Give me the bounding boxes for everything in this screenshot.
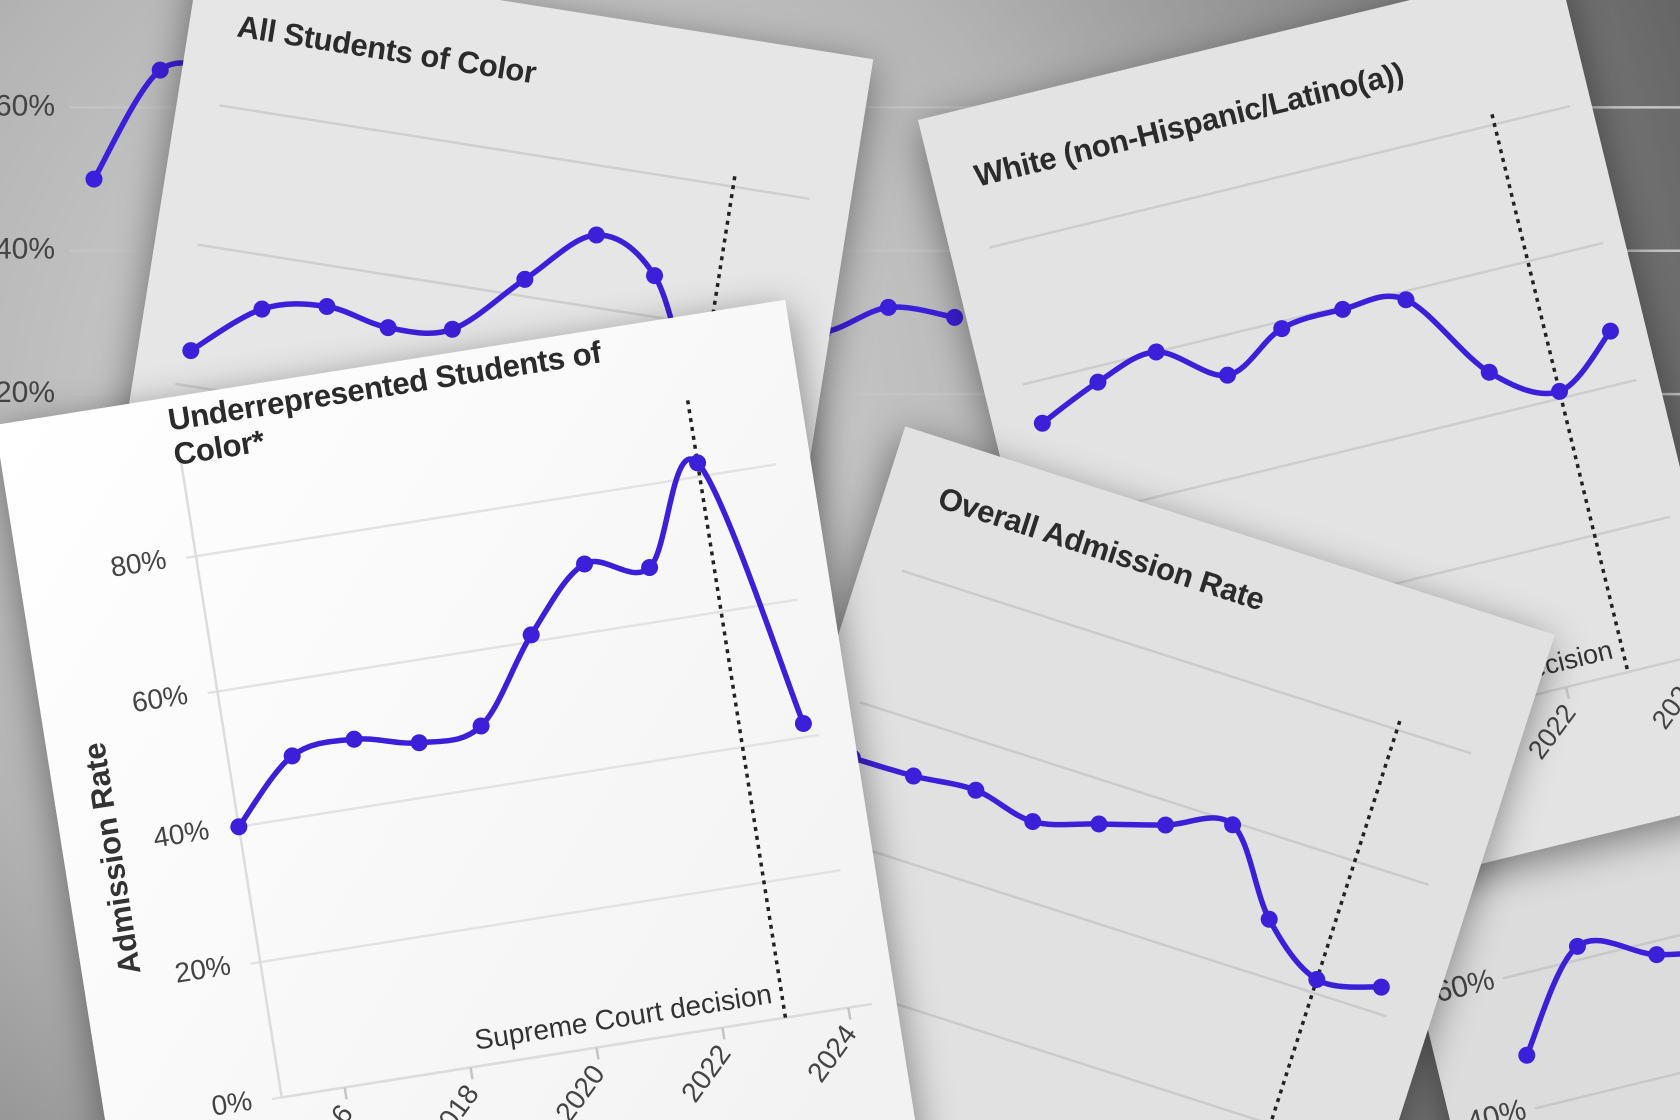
chart-card: 0%20%40%60%80%20162018202020222024Suprem…: [0, 299, 926, 1120]
data-point: [1601, 322, 1619, 340]
x-tick: [721, 1027, 726, 1040]
x-tick: [595, 1047, 600, 1060]
y-tick-label: 40%: [0, 233, 55, 266]
card-content: 40%60%: [1432, 881, 1680, 1120]
y-tick-label: 20%: [0, 376, 55, 409]
data-point: [283, 747, 301, 765]
data-point: [345, 730, 363, 748]
data-point: [879, 298, 897, 316]
data-point: [904, 767, 922, 785]
x-axis: [281, 1002, 873, 1099]
x-tick: [469, 1067, 474, 1080]
data-point: [1224, 816, 1242, 834]
data-point: [1334, 300, 1352, 318]
series-line: [1524, 937, 1680, 1058]
data-point: [1372, 978, 1390, 996]
data-point: [410, 734, 428, 752]
data-point: [516, 270, 534, 288]
data-point: [1218, 366, 1236, 384]
decision-line: [1268, 720, 1402, 1120]
x-tick: [847, 1007, 852, 1020]
x-tick: [343, 1087, 348, 1100]
x-tick: [1564, 686, 1571, 700]
grid-line: [988, 104, 1571, 249]
data-point: [689, 454, 707, 472]
grid-line: [1055, 378, 1637, 523]
data-point: [1397, 291, 1415, 309]
data-point: [646, 267, 664, 285]
grid-line: [859, 701, 1429, 887]
grid-line: [219, 104, 810, 201]
data-point: [318, 298, 336, 316]
data-point: [443, 320, 461, 338]
data-point: [230, 818, 248, 836]
y-tick-label: 60%: [0, 89, 55, 122]
data-point: [1147, 343, 1165, 361]
data-point: [85, 170, 103, 188]
grid-line: [901, 569, 1472, 755]
card: [630, 426, 1555, 1120]
data-point: [1568, 937, 1586, 955]
data-point: [1157, 816, 1175, 834]
data-point: [1033, 414, 1051, 432]
y-axis: [179, 460, 283, 1098]
data-point: [1260, 910, 1278, 928]
data-point: [253, 300, 271, 318]
data-point: [946, 308, 964, 326]
data-point: [1551, 382, 1569, 400]
grid-line: [1502, 881, 1680, 980]
data-point: [1480, 363, 1498, 381]
data-point: [587, 226, 605, 244]
data-point: [151, 61, 169, 79]
data-point: [1518, 1046, 1536, 1064]
data-point: [576, 555, 594, 573]
data-point: [1648, 946, 1666, 964]
series-line: [1039, 293, 1614, 426]
y-tick-label: 0%: [209, 1085, 254, 1120]
chart-card: 40%60%: [1376, 704, 1680, 1120]
grid-line: [1534, 1011, 1680, 1110]
decision-line: [1490, 113, 1630, 673]
data-point: [1024, 813, 1042, 831]
data-point: [1090, 815, 1108, 833]
data-point: [794, 715, 812, 733]
data-point: [522, 626, 540, 644]
data-point: [1089, 373, 1107, 391]
grid-line: [207, 598, 798, 695]
data-point: [182, 342, 200, 360]
data-point: [1273, 320, 1291, 338]
card: [0, 299, 926, 1120]
grid-line: [250, 868, 841, 965]
data-point: [967, 781, 985, 799]
series-line: [849, 755, 1385, 990]
data-point: [1308, 970, 1326, 988]
card: [1376, 704, 1680, 1120]
data-point: [641, 559, 659, 577]
grid-line: [228, 733, 820, 830]
data-point: [379, 319, 397, 337]
data-point: [472, 717, 490, 735]
grid-line: [817, 832, 1387, 1018]
